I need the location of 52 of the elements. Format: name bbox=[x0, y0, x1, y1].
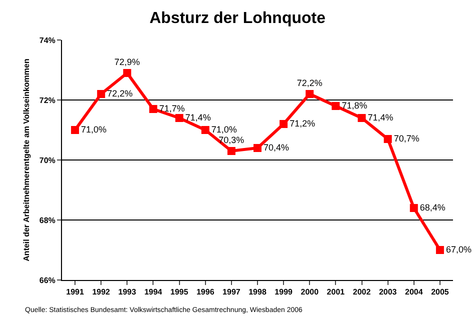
x-tick-label: 1995 bbox=[170, 288, 189, 297]
y-tick-label: 68% bbox=[39, 216, 56, 225]
y-tick-label: 70% bbox=[39, 156, 56, 165]
data-label: 70,4% bbox=[264, 142, 290, 152]
x-tick-label: 1991 bbox=[66, 288, 84, 297]
point bbox=[123, 69, 132, 77]
y-tick-label: 72% bbox=[39, 96, 56, 105]
y-axis-title: Anteil der Arbeitnehmerentgelte am Volkseinkommen bbox=[22, 58, 32, 262]
x-tick-label: 1993 bbox=[118, 288, 137, 297]
y-tick-label: 66% bbox=[39, 276, 56, 285]
point bbox=[227, 147, 236, 155]
data-label: 71,0% bbox=[81, 124, 107, 134]
data-label: 71,2% bbox=[290, 118, 316, 128]
point bbox=[358, 114, 366, 122]
point bbox=[332, 102, 340, 110]
x-tick-label: 2005 bbox=[431, 288, 450, 297]
data-label: 72,9% bbox=[114, 56, 140, 67]
x-tick-label: 1999 bbox=[274, 288, 294, 297]
data-label: 71,8% bbox=[342, 100, 368, 110]
x-tick-label: 1992 bbox=[92, 288, 111, 297]
data-label: 71,7% bbox=[159, 103, 185, 114]
point bbox=[306, 90, 314, 98]
data-label: 72,2% bbox=[107, 88, 133, 98]
data-label: 70,7% bbox=[394, 133, 420, 144]
point bbox=[175, 114, 184, 122]
x-tick-label: 1994 bbox=[144, 288, 163, 297]
point bbox=[71, 126, 80, 134]
data-label: 70,3% bbox=[218, 134, 244, 145]
x-tick-label: 1996 bbox=[196, 288, 215, 297]
data-label: 71,4% bbox=[185, 112, 211, 122]
point bbox=[436, 246, 444, 254]
point bbox=[410, 204, 418, 212]
data-label: 67,0% bbox=[446, 244, 472, 254]
point bbox=[384, 135, 392, 143]
x-tick-label: 2002 bbox=[352, 288, 372, 297]
data-label: 71,4% bbox=[368, 112, 394, 122]
data-label: 68,4% bbox=[420, 202, 446, 212]
point bbox=[97, 90, 106, 98]
point bbox=[201, 126, 210, 134]
x-tick-label: 2004 bbox=[405, 288, 424, 297]
data-label: 71,0% bbox=[211, 124, 237, 134]
point bbox=[149, 105, 158, 113]
x-tick-label: 2003 bbox=[378, 288, 398, 297]
point bbox=[254, 144, 262, 152]
y-tick-label: 74% bbox=[39, 36, 56, 45]
data-label: 72,2% bbox=[296, 78, 322, 88]
x-tick-label: 2001 bbox=[326, 288, 346, 297]
x-tick-label: 2000 bbox=[300, 288, 320, 297]
chart-title: Absturz der Lohnquote bbox=[150, 10, 326, 27]
x-tick-label: 1998 bbox=[248, 288, 267, 297]
point bbox=[280, 120, 288, 128]
x-tick-label: 1997 bbox=[222, 288, 241, 297]
